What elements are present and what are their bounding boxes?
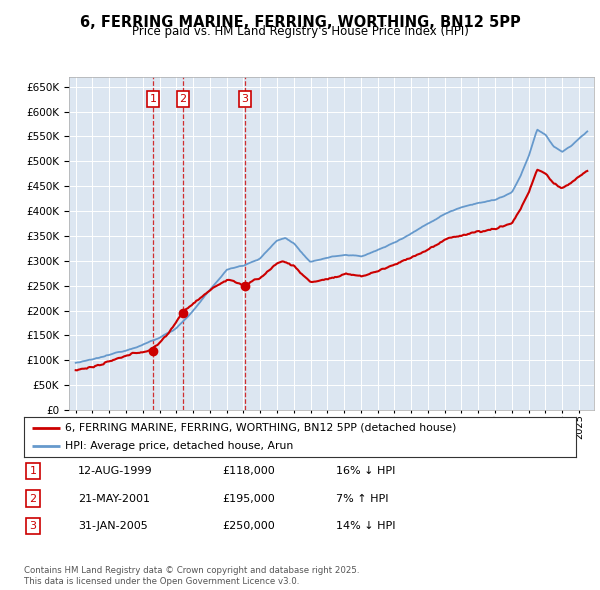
- Text: £195,000: £195,000: [222, 494, 275, 503]
- Text: 31-JAN-2005: 31-JAN-2005: [78, 522, 148, 531]
- Text: 16% ↓ HPI: 16% ↓ HPI: [336, 466, 395, 476]
- Text: 7% ↑ HPI: 7% ↑ HPI: [336, 494, 389, 503]
- Text: 1: 1: [149, 94, 157, 104]
- Text: 1: 1: [29, 466, 37, 476]
- Text: 14% ↓ HPI: 14% ↓ HPI: [336, 522, 395, 531]
- Text: 3: 3: [241, 94, 248, 104]
- Text: Contains HM Land Registry data © Crown copyright and database right 2025.
This d: Contains HM Land Registry data © Crown c…: [24, 566, 359, 586]
- Text: 12-AUG-1999: 12-AUG-1999: [78, 466, 152, 476]
- Text: £250,000: £250,000: [222, 522, 275, 531]
- Text: HPI: Average price, detached house, Arun: HPI: Average price, detached house, Arun: [65, 441, 293, 451]
- Text: 6, FERRING MARINE, FERRING, WORTHING, BN12 5PP: 6, FERRING MARINE, FERRING, WORTHING, BN…: [80, 15, 520, 30]
- Text: 6, FERRING MARINE, FERRING, WORTHING, BN12 5PP (detached house): 6, FERRING MARINE, FERRING, WORTHING, BN…: [65, 423, 457, 433]
- Text: 3: 3: [29, 522, 37, 531]
- Text: £118,000: £118,000: [222, 466, 275, 476]
- Text: 21-MAY-2001: 21-MAY-2001: [78, 494, 150, 503]
- Text: Price paid vs. HM Land Registry's House Price Index (HPI): Price paid vs. HM Land Registry's House …: [131, 25, 469, 38]
- Text: 2: 2: [29, 494, 37, 503]
- Text: 2: 2: [179, 94, 187, 104]
